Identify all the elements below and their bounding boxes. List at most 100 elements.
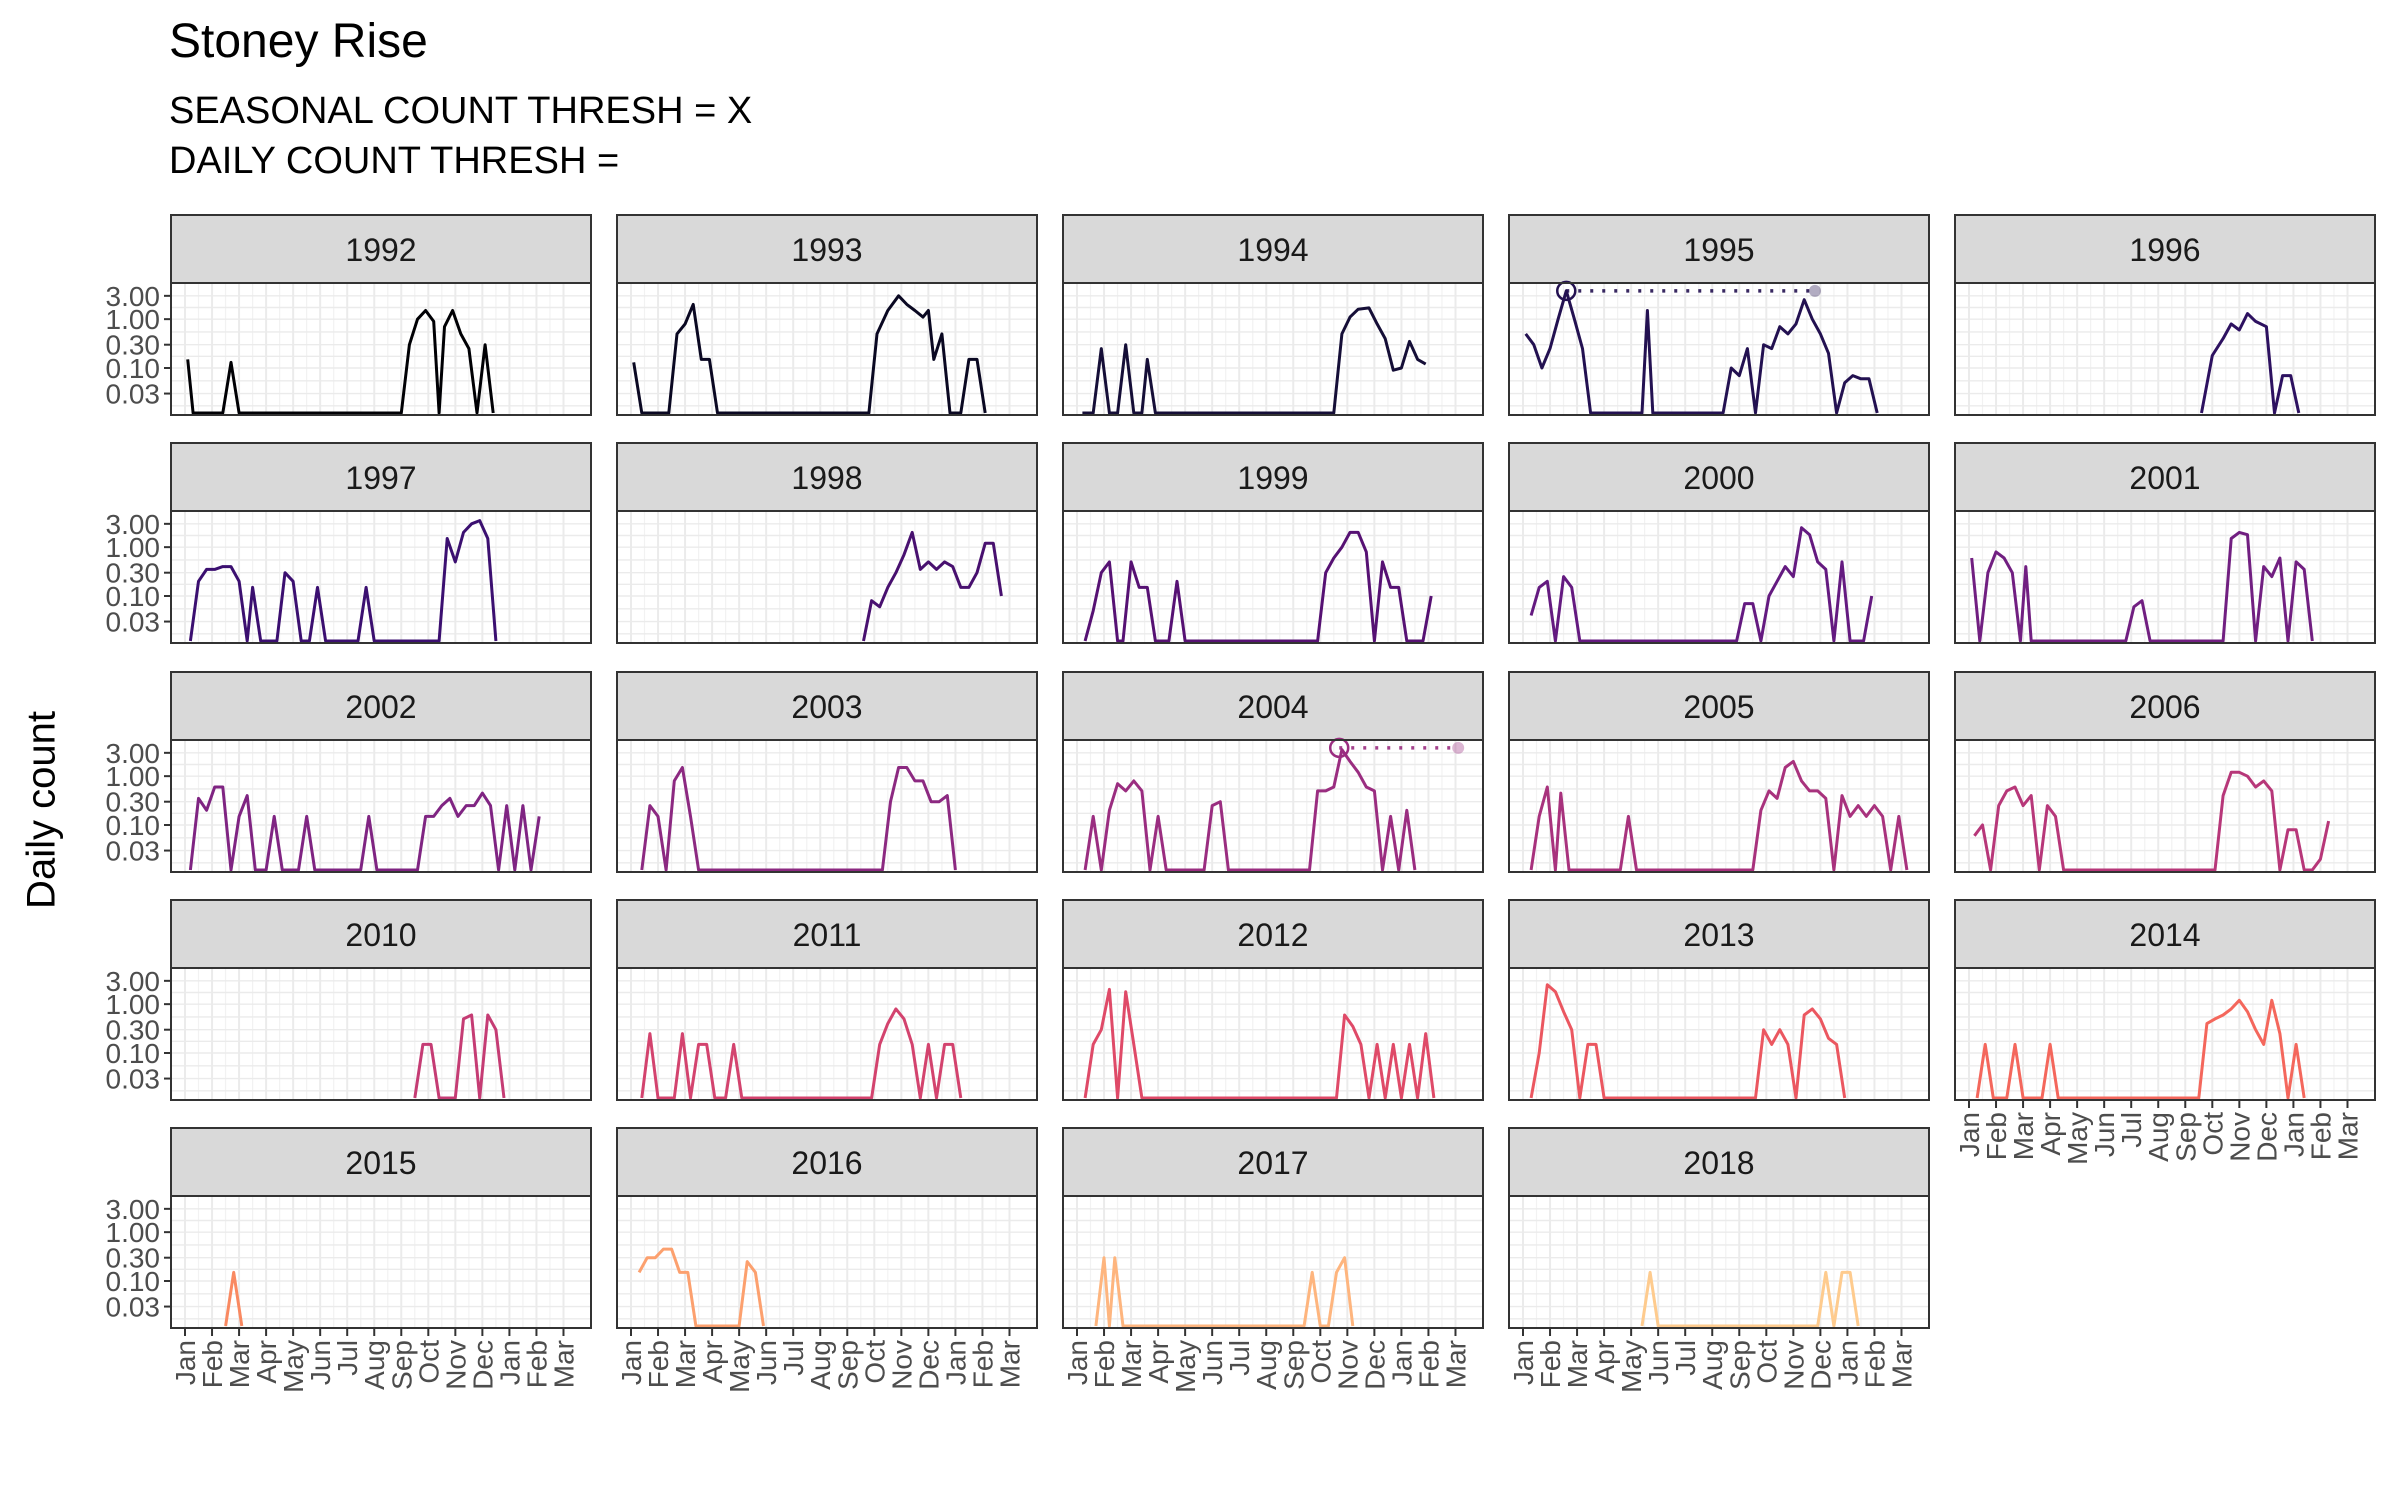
facet-strip: [170, 442, 592, 512]
x-tick-label: Dec: [1359, 1340, 1390, 1390]
facet-strip: [170, 899, 592, 969]
facet-strip-label: 1993: [791, 232, 862, 268]
facet-strip-label: 1999: [1237, 460, 1308, 496]
panel-background: [171, 1196, 591, 1328]
panel-border: [1508, 510, 1930, 644]
series-line: [862, 530, 1003, 642]
y-tick-label: 1.00: [106, 532, 161, 563]
facet-strip: [1062, 1127, 1484, 1197]
series-line: [1640, 1270, 1860, 1328]
panel-border: [616, 967, 1038, 1101]
series-line: [637, 1247, 765, 1328]
y-tick-label: 0.03: [106, 1064, 161, 1095]
panel-border: [1954, 510, 2376, 644]
x-tick-label: Apr: [697, 1340, 728, 1384]
series-line: [1082, 306, 1427, 415]
panel-border: [1062, 282, 1484, 416]
panel-border: [170, 967, 592, 1101]
x-tick-label: Jun: [305, 1340, 336, 1385]
x-tick-label: Aug: [359, 1340, 390, 1390]
x-tick-label: Jun: [1197, 1340, 1228, 1385]
facet-strip-label: 2001: [2129, 460, 2200, 496]
panel-background: [171, 283, 591, 415]
y-tick-label: 0.10: [106, 1038, 161, 1069]
facet-strip-label: 2013: [1683, 917, 1754, 953]
panel-background: [1955, 740, 2375, 872]
x-tick-label: Jul: [2116, 1112, 2147, 1148]
x-tick-label: Dec: [1805, 1340, 1836, 1390]
panel-border: [1954, 967, 2376, 1101]
panel-border: [170, 510, 592, 644]
x-tick-label: Oct: [859, 1340, 890, 1384]
x-tick-label: Jan: [1954, 1112, 1985, 1157]
panel-background: [1509, 283, 1929, 415]
facet-strip-label: 1992: [345, 232, 416, 268]
panel-border: [170, 1195, 592, 1329]
facet-strip-label: 2011: [793, 917, 862, 953]
x-tick-label: Feb: [1413, 1340, 1444, 1388]
x-tick-label: Mar: [670, 1340, 701, 1388]
x-tick-label: Mar: [548, 1340, 579, 1388]
x-tick-label: Sep: [1278, 1340, 1309, 1390]
facet-strip: [616, 899, 1038, 969]
chart-subtitle-daily: DAILY COUNT THRESH =: [169, 140, 620, 182]
series-line: [1083, 530, 1433, 643]
series-line: [186, 309, 495, 415]
x-tick-label: Feb: [521, 1340, 552, 1388]
series-line: [224, 1270, 244, 1327]
x-tick-label: Mar: [1116, 1340, 1147, 1388]
panel-border: [1062, 967, 1484, 1101]
y-tick-label: 0.03: [106, 379, 161, 410]
x-tick-label: Jan: [494, 1340, 525, 1385]
panel-background: [171, 511, 591, 643]
y-tick-label: 0.10: [106, 1266, 161, 1297]
facet-strip-label: 2018: [1683, 1145, 1754, 1181]
facet-strip: [616, 671, 1038, 741]
x-tick-label: Nov: [440, 1340, 471, 1390]
facet-strip: [1508, 442, 1930, 512]
x-tick-label: May: [724, 1340, 755, 1393]
series-line: [1083, 748, 1417, 872]
x-tick-label: Jun: [751, 1340, 782, 1385]
series-line: [188, 785, 541, 872]
x-tick-label: Oct: [2197, 1112, 2228, 1156]
peak-marker: [1556, 280, 1577, 302]
x-tick-label: Apr: [2035, 1112, 2066, 1156]
y-tick-label: 3.00: [106, 509, 161, 540]
panel-border: [1508, 282, 1930, 416]
chart-title: Stoney Rise: [169, 15, 428, 68]
x-tick-label: Nov: [1778, 1340, 1809, 1390]
x-tick-label: Feb: [1089, 1340, 1120, 1388]
peak-marker: [1328, 737, 1350, 759]
panel-border: [616, 739, 1038, 873]
x-tick-label: Dec: [467, 1340, 498, 1390]
panel-background: [1955, 968, 2375, 1100]
series-line: [1529, 983, 1847, 1100]
y-tick-label: 0.30: [106, 787, 161, 818]
x-tick-label: May: [1170, 1340, 1201, 1393]
x-tick-label: Mar: [2008, 1112, 2039, 1160]
panel-background: [1063, 740, 1483, 872]
x-tick-label: Jul: [332, 1340, 363, 1376]
facet-strip-label: 2014: [2129, 917, 2200, 953]
x-tick-label: Apr: [251, 1340, 282, 1384]
panel-border: [1062, 510, 1484, 644]
series-line: [1094, 1256, 1355, 1328]
facet-strip-label: 1998: [791, 460, 862, 496]
panel-background: [617, 968, 1037, 1100]
series-line: [1083, 987, 1436, 1100]
y-tick-label: 3.00: [106, 966, 161, 997]
series-line: [413, 1013, 506, 1100]
facet-strip: [1062, 214, 1484, 284]
x-tick-label: Jul: [778, 1340, 809, 1376]
series-line: [1524, 289, 1879, 415]
panel-border: [1062, 1195, 1484, 1329]
panel-border: [1508, 739, 1930, 873]
y-tick-label: 0.30: [106, 1243, 161, 1274]
facet-strip-label: 2017: [1237, 1145, 1308, 1181]
y-tick-label: 0.10: [106, 810, 161, 841]
facet-strip: [1508, 671, 1930, 741]
series-line: [1975, 998, 2306, 1100]
x-tick-label: Mar: [1440, 1340, 1471, 1388]
